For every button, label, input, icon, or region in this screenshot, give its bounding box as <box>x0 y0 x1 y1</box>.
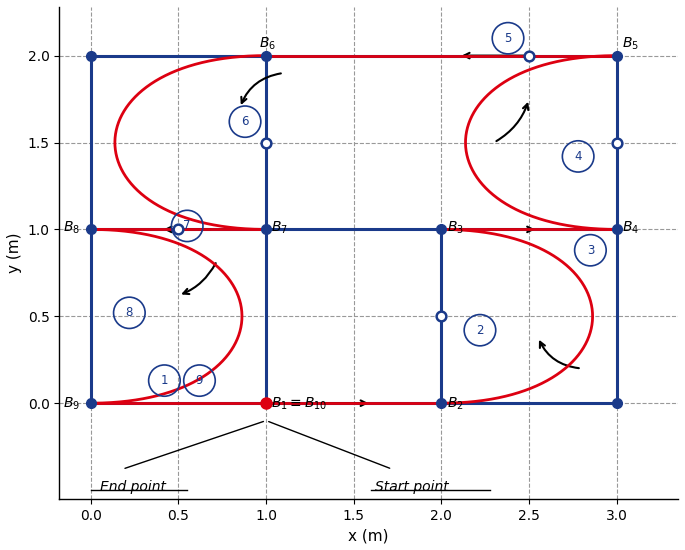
Text: $B_7$: $B_7$ <box>271 220 288 236</box>
X-axis label: x (m): x (m) <box>349 528 389 543</box>
Text: Start point: Start point <box>375 480 449 494</box>
Text: 9: 9 <box>196 374 203 387</box>
Text: 1: 1 <box>161 374 168 387</box>
Text: 4: 4 <box>575 150 582 163</box>
Text: $B_9$: $B_9$ <box>63 395 80 412</box>
Text: $B_8$: $B_8$ <box>63 220 80 236</box>
Text: $B_2$: $B_2$ <box>447 395 463 412</box>
Text: End point: End point <box>99 480 166 494</box>
Text: $B_3$: $B_3$ <box>447 220 464 236</box>
Text: 8: 8 <box>125 306 133 320</box>
Text: 6: 6 <box>241 115 249 128</box>
Text: 2: 2 <box>476 324 484 337</box>
Text: $B_5$: $B_5$ <box>622 36 639 52</box>
Text: 5: 5 <box>504 32 512 45</box>
Text: $B_6$: $B_6$ <box>260 36 276 52</box>
Y-axis label: y (m): y (m) <box>7 233 22 273</box>
Text: 3: 3 <box>587 244 594 257</box>
Text: 7: 7 <box>184 219 191 233</box>
Text: $B_1{\equiv}B_{10}$: $B_1{\equiv}B_{10}$ <box>271 395 327 412</box>
Text: $B_4$: $B_4$ <box>622 220 639 236</box>
